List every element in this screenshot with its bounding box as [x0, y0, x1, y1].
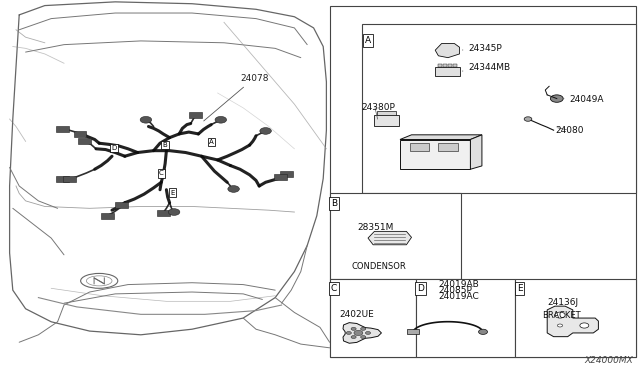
Circle shape — [346, 331, 351, 334]
Text: 24078: 24078 — [204, 74, 269, 121]
Circle shape — [557, 324, 563, 327]
Circle shape — [479, 329, 488, 334]
Polygon shape — [368, 231, 412, 245]
Text: 24136J: 24136J — [547, 298, 579, 307]
Bar — [330, 6, 636, 357]
Polygon shape — [470, 135, 482, 169]
Text: A: A — [365, 36, 371, 45]
Bar — [330, 279, 416, 357]
Bar — [453, 64, 457, 67]
Circle shape — [354, 330, 363, 336]
Text: 24345P: 24345P — [462, 44, 502, 53]
Polygon shape — [435, 44, 460, 58]
Circle shape — [140, 116, 152, 123]
Circle shape — [351, 327, 356, 330]
Text: B: B — [163, 142, 168, 148]
Bar — [56, 126, 69, 132]
Text: E: E — [516, 285, 522, 294]
Text: 24080: 24080 — [555, 126, 584, 135]
Circle shape — [524, 117, 532, 121]
Bar — [416, 279, 515, 357]
Bar — [101, 213, 114, 219]
Bar — [63, 176, 76, 182]
Bar — [74, 131, 86, 137]
Polygon shape — [400, 135, 482, 140]
Bar — [330, 193, 461, 279]
Text: 24380P: 24380P — [362, 103, 396, 112]
Text: BRACKET: BRACKET — [542, 311, 580, 320]
Bar — [410, 143, 429, 151]
Bar — [280, 171, 293, 177]
Circle shape — [580, 323, 589, 328]
Text: E: E — [171, 190, 175, 196]
Bar — [515, 279, 636, 357]
Bar — [274, 174, 287, 180]
Text: B: B — [331, 199, 337, 208]
Circle shape — [168, 209, 180, 215]
Circle shape — [260, 128, 271, 134]
Polygon shape — [547, 306, 598, 337]
Bar — [374, 115, 399, 126]
Polygon shape — [343, 323, 381, 343]
Text: 24049A: 24049A — [563, 95, 604, 104]
Text: 24344MB: 24344MB — [462, 63, 511, 72]
Bar — [438, 143, 458, 151]
Circle shape — [365, 331, 371, 334]
Bar — [377, 111, 396, 115]
Bar — [406, 329, 419, 334]
Bar — [189, 112, 202, 118]
Circle shape — [550, 95, 563, 102]
Text: C: C — [159, 170, 164, 176]
Bar — [362, 24, 636, 193]
Circle shape — [555, 312, 565, 318]
Text: 2402UE: 2402UE — [339, 310, 374, 318]
Bar — [435, 67, 460, 76]
Text: 24085P: 24085P — [438, 286, 472, 295]
Text: 24019AB: 24019AB — [438, 280, 479, 289]
Circle shape — [351, 336, 356, 339]
Circle shape — [360, 327, 366, 330]
Circle shape — [215, 116, 227, 123]
Bar — [56, 176, 69, 182]
Text: CONDENSOR: CONDENSOR — [352, 262, 407, 271]
Bar — [438, 64, 442, 67]
Bar — [157, 210, 170, 216]
Bar — [115, 202, 128, 208]
Bar — [443, 64, 447, 67]
Text: D: D — [111, 145, 116, 151]
Bar — [78, 138, 91, 144]
Text: 28351M: 28351M — [357, 224, 394, 232]
Circle shape — [360, 336, 366, 339]
Bar — [448, 64, 452, 67]
Text: X24000MX: X24000MX — [585, 356, 634, 365]
Bar — [400, 140, 470, 169]
Circle shape — [228, 186, 239, 192]
Text: A: A — [209, 139, 214, 145]
Text: C: C — [331, 285, 337, 294]
Text: 24019AC: 24019AC — [438, 292, 479, 301]
Text: D: D — [417, 285, 424, 294]
